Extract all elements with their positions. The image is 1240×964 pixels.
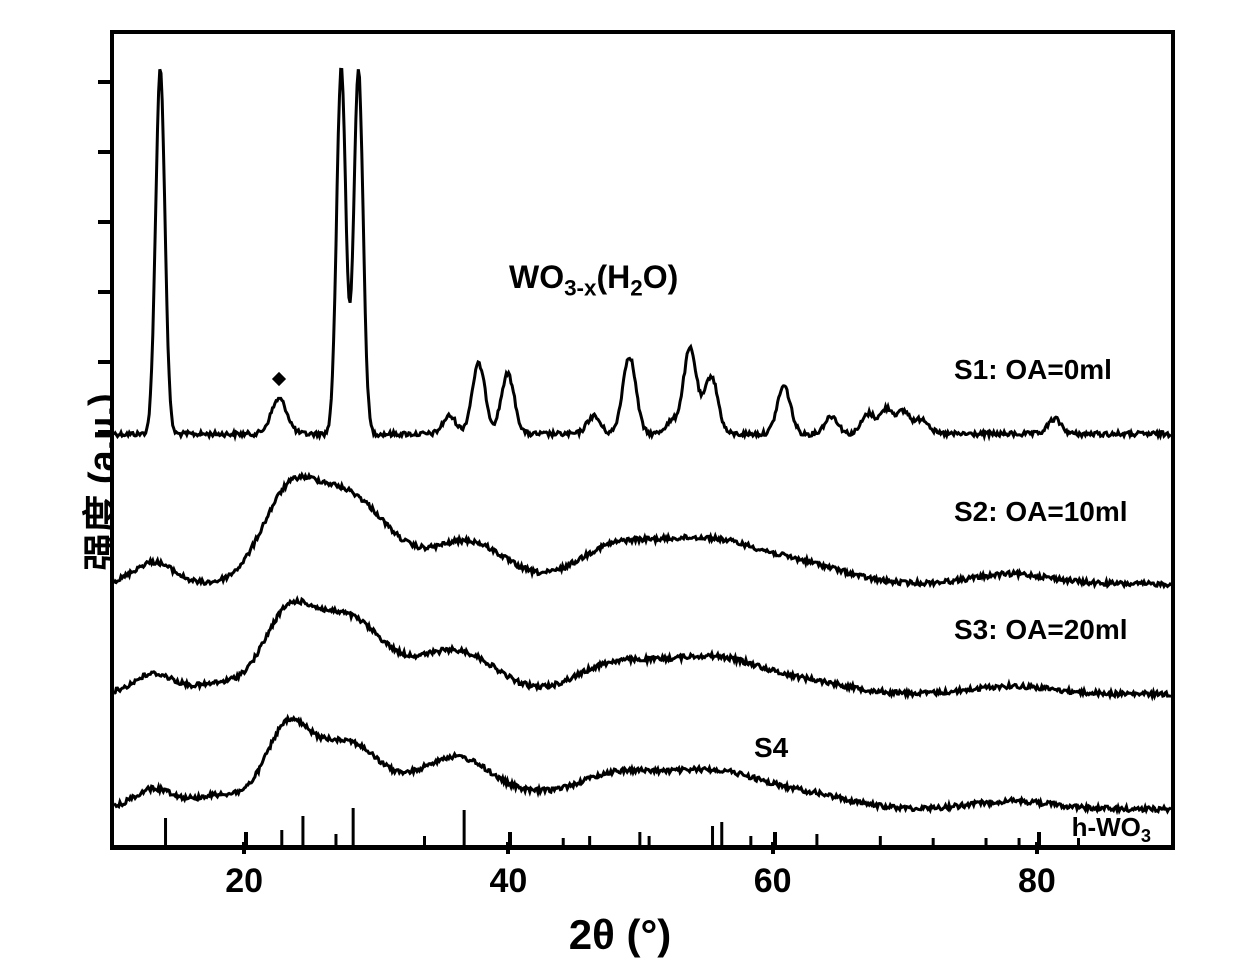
y-tick-mark [98, 430, 110, 434]
xrd-traces-svg [114, 34, 1171, 846]
series-label-S2: S2: OA=10ml [954, 496, 1128, 528]
y-tick-mark [98, 360, 110, 364]
series-label-S1: S1: OA=0ml [954, 354, 1112, 386]
x-tick-label: 80 [1018, 862, 1056, 901]
x-tick-mark [771, 842, 775, 854]
x-tick-mark [242, 842, 246, 854]
phase-end: O) [643, 259, 679, 295]
reference-label: h-WO3 [1072, 812, 1151, 847]
phase-sub2: 2 [630, 275, 642, 300]
xrd-chart: 强度 (a.u.) 2θ (°) WO3-x(H2O) h-WO3 S1: OA… [0, 0, 1240, 964]
y-tick-mark [98, 290, 110, 294]
ref-text: h-WO [1072, 812, 1141, 842]
phase-text-1: WO [509, 259, 564, 295]
ref-sub: 3 [1141, 826, 1151, 846]
x-tick-label: 20 [225, 862, 263, 901]
x-tick-label: 60 [754, 862, 792, 901]
x-axis-label: 2θ (°) [569, 911, 672, 959]
x-tick-mark [506, 842, 510, 854]
trace-S4 [114, 718, 1171, 812]
plot-area: WO3-x(H2O) h-WO3 S1: OA=0ml S2: OA=10ml S3… [110, 30, 1175, 850]
y-tick-mark [98, 150, 110, 154]
x-tick-label: 40 [489, 862, 527, 901]
y-tick-mark [98, 80, 110, 84]
series-label-S4: S4 [754, 732, 788, 764]
y-tick-mark [98, 220, 110, 224]
x-tick-mark [1035, 842, 1039, 854]
phase-mid: (H [596, 259, 630, 295]
phase-annotation: WO3-x(H2O) [509, 259, 678, 301]
trace-S2 [114, 475, 1171, 587]
phase-sub1: 3-x [564, 275, 596, 300]
series-label-S3: S3: OA=20ml [954, 614, 1128, 646]
